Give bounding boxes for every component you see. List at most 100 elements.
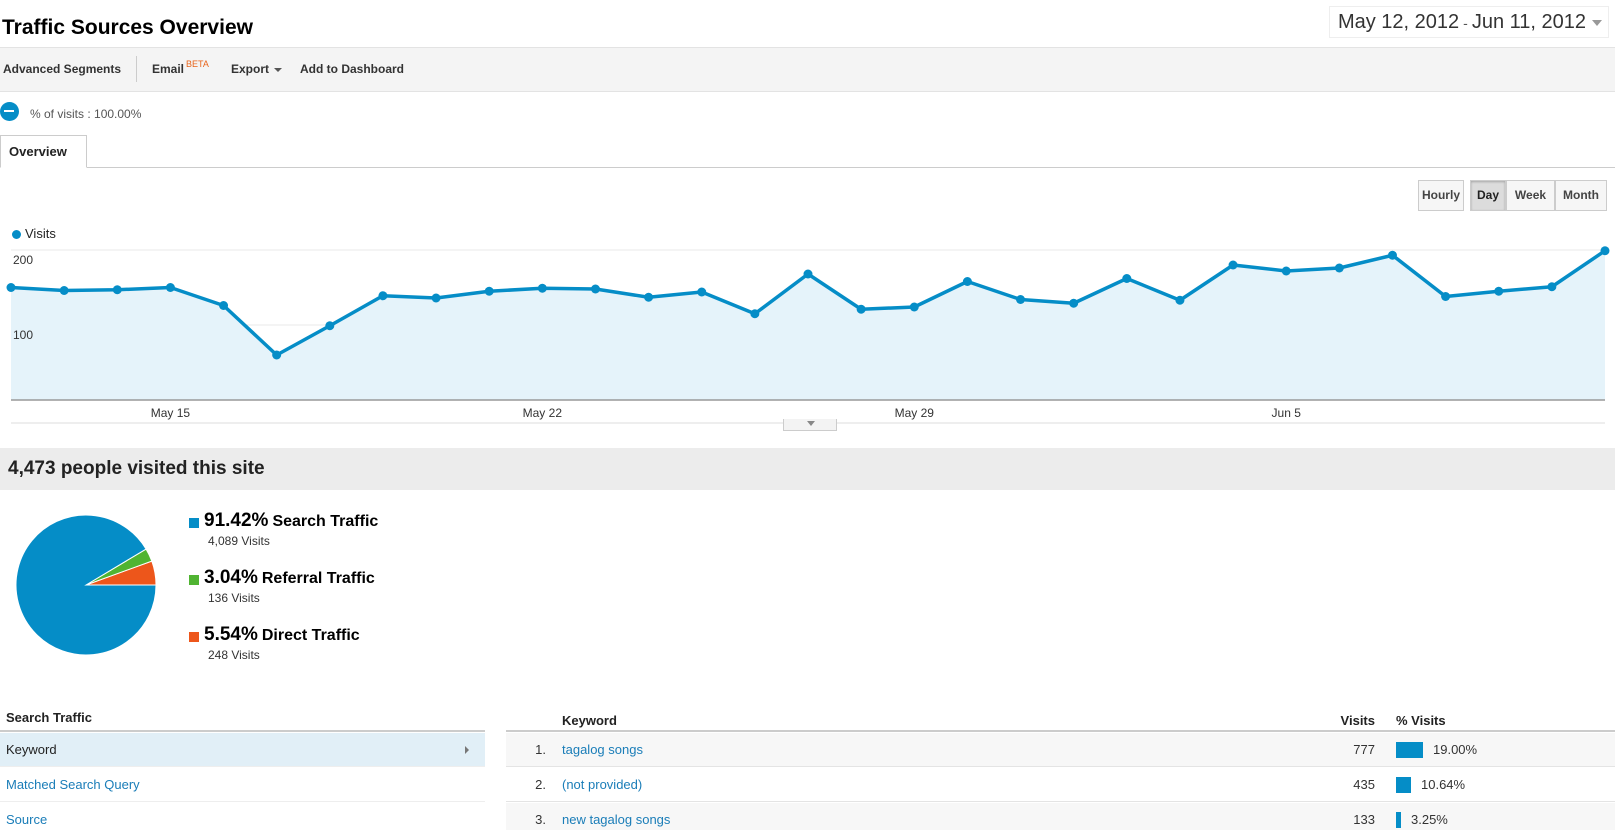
report-toolbar: Advanced Segments Email BETA Export Add t… (0, 47, 1615, 92)
direct-name: Direct Traffic (261, 627, 360, 644)
row-rank: 1. (535, 742, 546, 757)
visits-point (59, 286, 69, 295)
x-tick-label: May 15 (151, 406, 191, 420)
x-tick-label: Jun 5 (1272, 406, 1302, 420)
referral-visits: 136 Visits (208, 591, 260, 605)
date-range-picker[interactable]: May 12, 2012- Jun 11, 2012 (1328, 6, 1609, 38)
direct-swatch (189, 632, 199, 642)
nav-item-source[interactable]: Source (0, 803, 485, 830)
visits-point (644, 292, 654, 302)
nav-item-label: Keyword (6, 742, 57, 757)
traffic-pie-svg (15, 514, 157, 656)
tabs-divider (0, 167, 1615, 168)
visits-point (1175, 295, 1185, 305)
visits-point (272, 350, 282, 360)
visits-point (112, 285, 122, 295)
add-to-dashboard-button[interactable]: Add to Dashboard (300, 62, 404, 76)
pie-slice (15, 514, 157, 656)
y-tick-label: 200 (13, 253, 33, 267)
visits-point (1600, 246, 1610, 256)
table-row: 3. new tagalog songs 133 3.25% (506, 803, 1615, 830)
row-visits: 777 (1353, 742, 1375, 757)
keyword-link[interactable]: new tagalog songs (562, 812, 671, 827)
row-visits: 435 (1353, 777, 1375, 792)
date-start: May 12, 2012 (1337, 11, 1460, 33)
search-visits: 4,089 Visits (208, 534, 270, 548)
visits-point (165, 283, 175, 292)
y-tick-label: 100 (13, 328, 33, 342)
segment-label: % of visits : 100.00% (30, 107, 142, 121)
granularity-day-button[interactable]: Day (1470, 180, 1506, 211)
pct-visits-bar (1396, 812, 1401, 828)
chevron-down-icon (1592, 20, 1602, 26)
x-tick-label: May 29 (895, 406, 935, 420)
chart-resize-handle[interactable] (783, 419, 837, 431)
chevron-right-icon (465, 746, 469, 754)
toolbar-divider (136, 56, 137, 82)
tab-overview[interactable]: Overview (0, 135, 87, 168)
search-traffic-header: Search Traffic (0, 710, 485, 732)
advanced-segments-button[interactable]: Advanced Segments (3, 62, 122, 76)
page-title: Traffic Sources Overview (2, 16, 253, 39)
search-name: Search Traffic (272, 513, 379, 530)
date-separator: - (1463, 15, 1468, 31)
visits-point (1494, 286, 1504, 296)
visits-point (1122, 274, 1132, 283)
search-swatch (189, 518, 199, 528)
visits-point (909, 302, 919, 312)
granularity-hourly-button[interactable]: Hourly (1418, 180, 1464, 211)
keyword-table-header: Keyword Visits % Visits (506, 710, 1615, 732)
referral-swatch (189, 575, 199, 585)
visits-point (219, 301, 229, 310)
segment-pie-icon[interactable] (0, 102, 19, 121)
row-visits: 133 (1353, 812, 1375, 827)
visits-point (1441, 292, 1451, 301)
beta-badge: BETA (186, 59, 209, 69)
col-keyword[interactable]: Keyword (562, 713, 617, 728)
referral-pct: 3.04% (204, 567, 258, 588)
row-pct-visits: 10.64% (1421, 777, 1466, 792)
row-pct-visits: 19.00% (1433, 742, 1478, 757)
nav-item-matched-search-query[interactable]: Matched Search Query (0, 768, 485, 802)
date-end: Jun 11, 2012 (1471, 11, 1586, 33)
export-button[interactable]: Export (231, 62, 283, 76)
visits-point (1281, 266, 1291, 276)
pct-visits-bar (1396, 742, 1423, 758)
granularity-week-button[interactable]: Week (1506, 180, 1555, 211)
chevron-down-icon (274, 67, 283, 72)
visits-point (1334, 263, 1344, 273)
referral-name: Referral Traffic (261, 570, 375, 587)
visits-point (1069, 298, 1079, 308)
x-tick-label: May 22 (523, 406, 563, 420)
visits-point (1228, 260, 1238, 270)
visits-legend-label: Visits (25, 226, 56, 241)
visits-legend-marker (12, 230, 21, 239)
visitors-summary: 4,473 people visited this site (0, 448, 1615, 490)
table-row: 1. tagalog songs 777 19.00% (506, 733, 1615, 767)
visits-point (484, 286, 494, 296)
export-label: Export (231, 62, 270, 76)
traffic-pie-chart (14, 513, 158, 662)
col-pct-visits[interactable]: % Visits (1396, 713, 1446, 728)
col-visits[interactable]: Visits (1340, 713, 1375, 728)
granularity-month-button[interactable]: Month (1555, 180, 1607, 211)
visits-point (856, 304, 866, 314)
email-button[interactable]: Email BETA (152, 59, 209, 76)
pct-visits-bar (1396, 777, 1411, 793)
keyword-link[interactable]: tagalog songs (562, 742, 643, 757)
visits-point (6, 283, 16, 292)
direct-visits: 248 Visits (208, 648, 260, 662)
nav-item-keyword[interactable]: Keyword (0, 733, 485, 767)
visits-point (325, 321, 335, 331)
keyword-link[interactable]: (not provided) (562, 777, 643, 792)
search-pct: 91.42% (204, 510, 269, 531)
table-row: 2. (not provided) 435 10.64% (506, 768, 1615, 802)
visits-point (750, 309, 760, 319)
visits-point (1547, 282, 1557, 292)
visits-point (1016, 295, 1026, 304)
direct-pct: 5.54% (204, 624, 258, 645)
visits-point (537, 283, 547, 293)
visits-point (697, 287, 707, 297)
row-rank: 2. (535, 777, 546, 792)
visits-point (962, 277, 972, 286)
